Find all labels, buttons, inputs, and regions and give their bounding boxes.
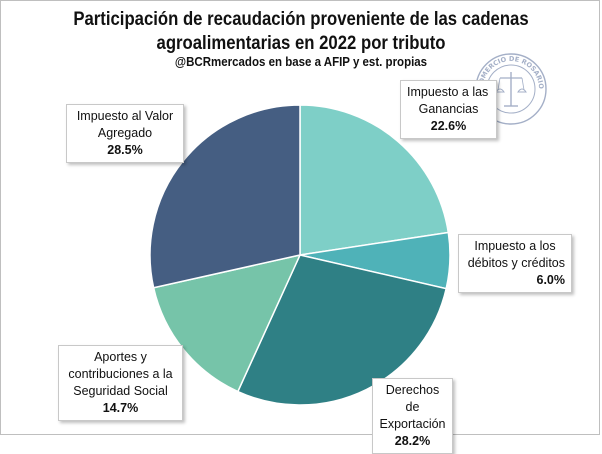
slice-label-value: 22.6%	[430, 119, 467, 133]
slice-label-text: Ganancias	[418, 102, 479, 116]
chart-frame	[0, 0, 600, 435]
chart-subtitle: @BCRmercados en base a AFIP y est. propi…	[174, 55, 428, 69]
slice-label-ganancias: Impuesto a las Ganancias 22.6%	[400, 80, 497, 139]
slice-label-iva: Impuesto al Valor Agregado 28.5%	[66, 104, 184, 163]
chart-title-line-1: Participación de recaudación proveniente…	[73, 9, 529, 30]
slice-label-derechos-exportacion: Derechos de Exportación 28.2%	[372, 378, 453, 454]
slice-label-text: Impuesto al Valor	[76, 109, 174, 123]
pie-chart	[149, 104, 451, 406]
slice-label-value: 6.0%	[536, 273, 566, 287]
slice-label-text: Exportación	[379, 417, 446, 431]
slice-label-text: Seguridad Social	[73, 384, 168, 398]
slice-label-seguridad-social: Aportes y contribuciones a la Seguridad …	[58, 345, 183, 421]
slice-label-value: 14.7%	[102, 401, 139, 415]
pie-slice-derechos-exportacion	[236, 254, 448, 406]
pie-slice-ganancias	[299, 104, 450, 256]
slice-label-value: 28.5%	[107, 143, 143, 157]
pie-slice-seguridad-social	[152, 253, 302, 393]
slice-label-text: Aportes y	[94, 350, 147, 364]
slice-label-text: Derechos de	[385, 383, 440, 414]
slice-label-value: 28.2%	[394, 434, 431, 448]
chart-title-line-2: agroalimentarias en 2022 por tributo	[156, 33, 446, 54]
chart-title: Participación de recaudación proveniente…	[36, 8, 566, 56]
slice-label-text: débitos y créditos	[467, 256, 565, 270]
slice-label-text: Impuesto a las	[407, 85, 489, 99]
slice-label-text: contribuciones a la	[68, 367, 173, 381]
slice-label-text: Impuesto a los	[474, 239, 556, 253]
slice-label-text: Agregado	[97, 126, 153, 140]
slice-label-debitos-creditos: Impuesto a los débitos y créditos 6.0%	[458, 234, 572, 293]
